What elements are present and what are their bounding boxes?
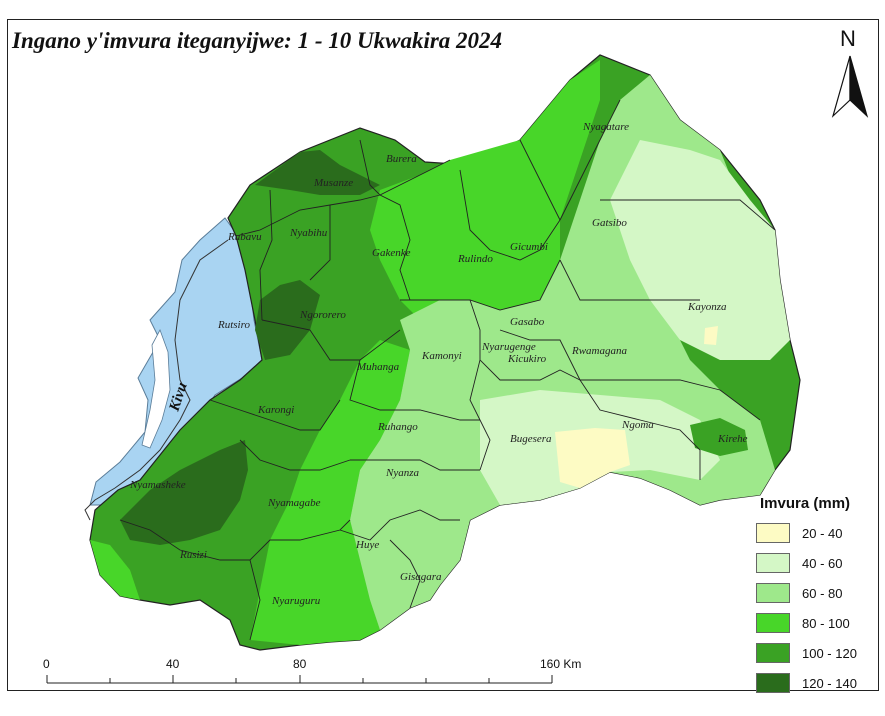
rain-zone-20-40: [555, 428, 630, 488]
rain-zone-80-100-north-east: [370, 60, 600, 320]
rain-zone-80-100-west: [90, 540, 140, 600]
district-label-gakenke: Gakenke: [372, 247, 411, 259]
legend-swatch: [756, 643, 790, 663]
district-label-musanze: Musanze: [313, 177, 353, 189]
district-label-kayonza: Kayonza: [687, 301, 727, 313]
lake-boundary-line: [84, 239, 229, 521]
legend-item: 40 - 60: [756, 548, 876, 578]
district-label-nyagatare: Nyagatare: [582, 121, 629, 133]
legend-title: Imvura (mm): [760, 495, 851, 512]
legend-swatch: [756, 553, 790, 573]
legend-swatch: [756, 523, 790, 543]
district-label-nyarugenge: Nyarugenge: [481, 341, 536, 353]
district-label-gicumbi: Gicumbi: [510, 241, 548, 253]
idjwi-island: [141, 329, 171, 449]
district-label-kirehe: Kirehe: [717, 433, 748, 445]
district-label-ruhango: Ruhango: [377, 421, 418, 433]
legend-item: 80 - 100: [756, 608, 876, 638]
rain-zone-120-140-southwest: [120, 440, 248, 545]
legend-label: 20 - 40: [802, 525, 843, 541]
legend-label: 120 - 140: [802, 675, 857, 691]
district-label-muhanga: Muhanga: [356, 361, 400, 373]
district-label-ngoma: Ngoma: [621, 419, 654, 431]
district-label-gisagara: Gisagara: [400, 571, 442, 583]
district-label-nyamagabe: Nyamagabe: [267, 497, 321, 509]
map-title: Ingano y'imvura iteganyijwe: 1 - 10 Ukwa…: [12, 28, 503, 53]
district-label-burera: Burera: [386, 153, 417, 165]
north-label: N: [840, 26, 856, 51]
scale-tick-label: 40: [166, 657, 180, 671]
district-label-nyabihu: Nyabihu: [289, 227, 328, 239]
legend-item: 100 - 120: [756, 638, 876, 668]
district-label-rulindo: Rulindo: [457, 253, 493, 265]
district-label-rubavu: Rubavu: [227, 231, 262, 243]
legend-swatch: [756, 673, 790, 693]
district-label-nyanza: Nyanza: [385, 467, 420, 479]
legend-item: 60 - 80: [756, 578, 876, 608]
district-label-karongi: Karongi: [257, 404, 294, 416]
district-label-nyaruguru: Nyaruguru: [271, 595, 321, 607]
legend-swatch: [756, 583, 790, 603]
legend-label: 40 - 60: [802, 555, 843, 571]
legend-label: 60 - 80: [802, 585, 843, 601]
district-label-rusizi: Rusizi: [179, 549, 207, 561]
district-label-huye: Huye: [355, 539, 379, 551]
north-arrow-icon: [831, 55, 869, 118]
scale-tick-label: 80: [293, 657, 307, 671]
district-label-gatsibo: Gatsibo: [592, 217, 627, 229]
district-label-rwamagana: Rwamagana: [571, 345, 628, 357]
scale-tick-label: 160 Km: [540, 657, 582, 671]
legend-label: 80 - 100: [802, 615, 850, 631]
rain-zone-80-100-south: [250, 340, 410, 645]
district-label-gasabo: Gasabo: [510, 316, 545, 328]
legend-item: 120 - 140: [756, 668, 876, 698]
scale-bar: [46, 675, 553, 684]
scale-tick-label: 0: [43, 657, 50, 671]
district-label-bugesera: Bugesera: [510, 433, 552, 445]
legend: Imvura (mm) 20 - 40 40 - 60 60 - 80 80 -…: [756, 495, 876, 698]
district-boundaries: [119, 99, 776, 641]
rain-zone-20-40-small: [704, 326, 718, 345]
district-label-nyamasheke: Nyamasheke: [129, 479, 186, 491]
district-label-kicukiro: Kicukiro: [507, 353, 547, 365]
legend-label: 100 - 120: [802, 645, 857, 661]
rain-zone-40-60-east: [610, 140, 790, 360]
district-label-ngororero: Ngororero: [299, 309, 346, 321]
district-label-kamonyi: Kamonyi: [421, 350, 462, 362]
rain-zone-120-140-kirehe: [690, 418, 748, 456]
legend-swatch: [756, 613, 790, 633]
rain-zone-120-140-north: [255, 150, 380, 195]
district-label-rutsiro: Rutsiro: [217, 319, 250, 331]
legend-item: 20 - 40: [756, 518, 876, 548]
rain-zone-120-140-rutsiro: [255, 280, 320, 360]
